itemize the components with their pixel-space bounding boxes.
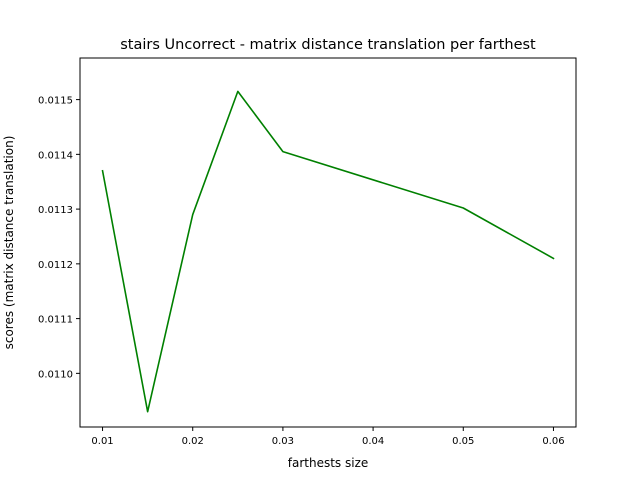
x-tick-label: 0.01 (91, 436, 113, 447)
x-tick-label: 0.05 (452, 436, 474, 447)
x-tick-label: 0.06 (542, 436, 564, 447)
axes-frame (79, 57, 577, 428)
chart-title: stairs Uncorrect - matrix distance trans… (120, 37, 536, 53)
y-tick-label: 0.0115 (38, 96, 73, 107)
y-tick-label: 0.0113 (38, 205, 73, 216)
y-tick-label: 0.0112 (38, 260, 73, 271)
series-line (101, 90, 555, 413)
x-tick-label: 0.04 (362, 436, 384, 447)
x-tick-label: 0.02 (182, 436, 204, 447)
y-tick-label: 0.0111 (38, 315, 73, 326)
x-axis: 0.01 0.02 0.03 0.04 0.05 0.06 (91, 427, 565, 447)
y-axis-label: scores (matrix distance translation) (2, 136, 16, 350)
plot-area (101, 90, 555, 413)
x-tick-label: 0.03 (272, 436, 294, 447)
y-axis: 0.0110 0.0111 0.0112 0.0113 0.0114 0.0115 (38, 96, 80, 380)
y-tick-label: 0.0114 (38, 150, 73, 161)
x-axis-label: farthests size (288, 456, 369, 470)
y-tick-label: 0.0110 (38, 369, 73, 380)
